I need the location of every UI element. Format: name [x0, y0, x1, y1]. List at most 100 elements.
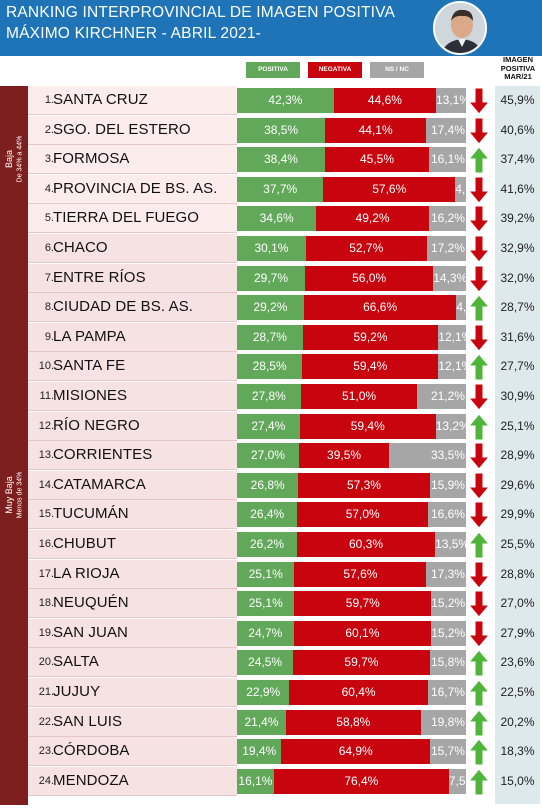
arrow-down-icon — [468, 205, 490, 234]
row-label-background — [28, 115, 237, 145]
bar-ns-nc: 16,6% — [427, 502, 466, 528]
table-row: 9.LA PAMPA 28,7% 59,2% 12,1% 31,6% — [28, 322, 542, 353]
stacked-bar: 38,4% 45,5% 16,1% — [237, 147, 466, 173]
bar-ns-nc-label: 12,1% — [438, 329, 466, 344]
arrow-up-icon — [468, 768, 490, 796]
row-label-background — [28, 86, 237, 115]
title-line-2: MÁXIMO KIRCHNER - ABRIL 2021- — [6, 25, 262, 42]
imagen-mar21-value: 37,4% — [500, 152, 535, 167]
bar-positiva-label: 42,3% — [268, 93, 303, 107]
bar-negativa-label: 60,4% — [341, 685, 376, 699]
table-row: 24.MENDOZA 16,1% 76,4% 7,5% 15,0% — [28, 766, 542, 797]
province-name: TUCUMÁN — [53, 505, 129, 523]
column-header-imagen-mar21: IMAGEN POSITIVA MAR/21 — [494, 55, 542, 82]
arrow-up-icon — [468, 708, 490, 737]
row-label-background — [28, 293, 237, 323]
bar-negativa-label: 57,3% — [346, 477, 381, 492]
province-name: SGO. DEL ESTERO — [53, 120, 191, 138]
legend-ns-nc-label: NS / NC — [385, 66, 409, 73]
arrow-down-icon — [468, 176, 490, 204]
province-name: PROVINCIA DE BS. AS. — [53, 179, 218, 197]
table-row: 4.PROVINCIA DE BS. AS. 37,7% 57,6% 4,7 41,6% — [28, 174, 542, 205]
province-name: CORRIENTES — [53, 446, 153, 464]
stacked-bar: 34,6% 49,2% 16,2% — [237, 206, 466, 232]
stacked-bar: 27,8% 51,0% 21,2% — [237, 384, 466, 409]
bar-positiva: 26,2% — [237, 532, 297, 557]
stacked-bar: 30,1% 52,7% 17,2% — [237, 236, 466, 261]
arrow-up-icon — [468, 531, 490, 559]
imagen-mar21-value: 25,5% — [500, 537, 535, 551]
bar-negativa: 59,4% — [299, 413, 436, 439]
rank-number: 6. — [44, 242, 54, 254]
row-label-background — [28, 737, 237, 767]
bar-negativa: 57,6% — [294, 561, 427, 587]
bar-ns-nc-label: 12,1% — [438, 359, 466, 374]
imagen-mar21-value: 20,2% — [500, 714, 535, 729]
rank-number: 8. — [44, 301, 54, 314]
row-label-background — [28, 589, 237, 619]
bar-positiva: 28,5% — [237, 354, 303, 380]
rank-number: 9. — [44, 330, 54, 343]
row-label-background — [28, 441, 237, 471]
bar-negativa-label: 56,0% — [352, 270, 387, 285]
stacked-bar: 21,4% 58,8% 19,8% — [237, 709, 466, 735]
arrow-up-icon — [468, 146, 490, 174]
imagen-mar21-value: 29,9% — [500, 507, 535, 522]
row-label-background — [28, 678, 237, 707]
province-name: SAN JUAN — [53, 623, 128, 641]
imagen-mar21-value: 39,2% — [500, 211, 535, 226]
group-baja-sublabel: De 34% a 44% — [16, 135, 24, 183]
bar-negativa-label: 45,5% — [360, 152, 395, 167]
group-muy-baja: Muy Baja Menos de 34% — [0, 233, 28, 805]
bar-ns-nc-label: 15,2% — [431, 596, 466, 611]
province-name: SANTA CRUZ — [53, 91, 148, 108]
rank-number: 10. — [38, 360, 54, 373]
province-name: SANTA FE — [53, 357, 126, 375]
bar-negativa-label: 59,2% — [353, 329, 388, 344]
bar-negativa: 59,2% — [302, 324, 439, 350]
stacked-bar: 29,7% 56,0% 14,3% — [237, 265, 466, 291]
bar-positiva: 37,7% — [237, 176, 324, 202]
bar-ns-nc: 17,3% — [426, 561, 466, 587]
bar-positiva-label: 26,4% — [250, 507, 285, 522]
bar-ns-nc-label: 15,8% — [430, 655, 465, 670]
table-row: 2. SGO. DEL ESTERO 38,5% 44,1% 17,4% 40,6% — [28, 115, 542, 146]
bar-positiva-label: 28,7% — [252, 329, 287, 344]
bar-positiva: 21,4% — [237, 709, 286, 735]
bar-negativa: 52,7% — [305, 236, 427, 261]
province-name: FORMOSA — [53, 150, 130, 168]
bar-positiva: 38,4% — [237, 147, 325, 173]
bar-negativa-label: 58,8% — [336, 714, 371, 729]
bar-positiva: 42,3% — [237, 88, 334, 113]
province-name: CIUDAD DE BS. AS. — [53, 298, 194, 316]
header: RANKING INTERPROVINCIAL DE IMAGEN POSITI… — [0, 0, 542, 56]
imagen-mar21-value: 31,6% — [500, 329, 535, 344]
bar-negativa-label: 39,5% — [327, 448, 362, 463]
bar-ns-nc: 13,5% — [435, 532, 466, 557]
row-label-background — [28, 559, 237, 589]
bar-negativa-label: 44,6% — [367, 93, 402, 107]
row-label-background — [28, 263, 237, 293]
imagen-mar21-value: 45,9% — [500, 93, 535, 107]
province-name: MENDOZA — [53, 771, 129, 789]
portrait-avatar — [433, 1, 487, 55]
title-line-1: RANKING INTERPROVINCIAL DE IMAGEN POSITI… — [6, 4, 396, 21]
bar-positiva: 29,7% — [237, 265, 305, 291]
bar-negativa: 76,4% — [273, 768, 449, 794]
bar-positiva-label: 16,1% — [238, 773, 273, 788]
bar-ns-nc: 19,8% — [420, 709, 466, 735]
rank-number: 24. — [38, 774, 54, 787]
row-label-background — [28, 500, 237, 530]
legend-positiva: POSITIVA — [246, 62, 300, 78]
imagen-mar21-value: 29,6% — [500, 477, 535, 492]
province-name: SAN LUIS — [53, 712, 123, 730]
province-name: CHUBUT — [53, 535, 117, 552]
table-row: 17. LA RIOJA 25,1% 57,6% 17,3% 28,8% — [28, 559, 542, 590]
bar-negativa: 49,2% — [316, 206, 429, 232]
bar-negativa: 57,0% — [297, 502, 428, 528]
stacked-bar: 19,4% 64,9% 15,7% — [237, 739, 466, 765]
imagen-mar21-value: 32,0% — [500, 270, 535, 285]
arrow-down-icon — [468, 561, 490, 589]
stacked-bar: 27,0% 39,5% 33,5% — [237, 443, 466, 469]
bar-negativa-label: 52,7% — [349, 241, 384, 255]
